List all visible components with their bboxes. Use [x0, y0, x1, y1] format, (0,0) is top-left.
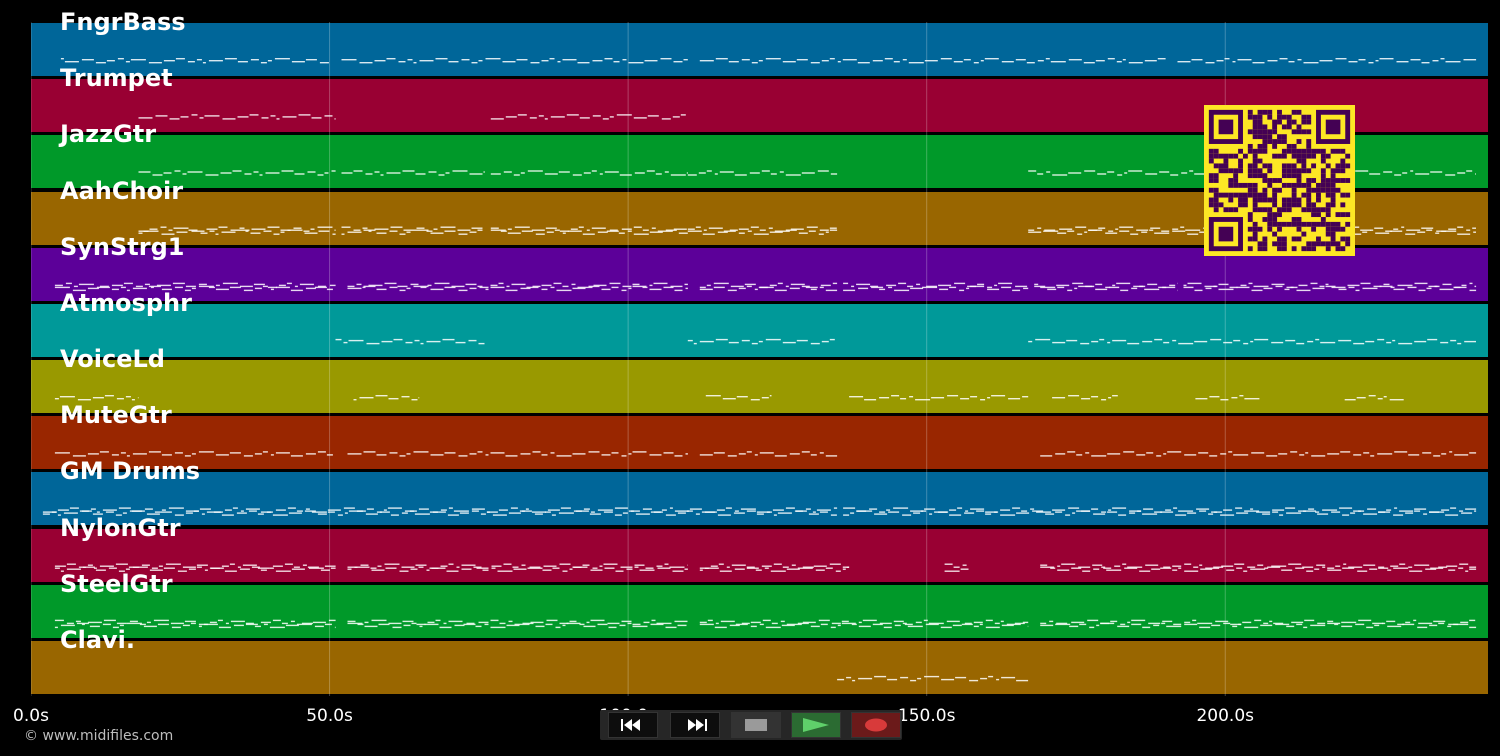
track-label: MuteGtr: [60, 401, 172, 430]
note-segment: [54, 395, 139, 401]
play-icon: [803, 718, 829, 732]
fast-forward-button[interactable]: [670, 712, 720, 738]
track-label: SynStrg1: [60, 232, 185, 261]
note-segment: [699, 619, 1029, 629]
note-segment: [341, 226, 483, 235]
note-segment: [54, 282, 336, 292]
note-segment: [705, 395, 772, 401]
note-segment: [490, 170, 688, 176]
note-segment: [944, 563, 969, 572]
track-label: SteelGtr: [60, 569, 173, 598]
note-segment: [687, 226, 838, 235]
note-segment: [335, 338, 485, 345]
track-label: Atmosphr: [60, 288, 192, 317]
note-segment: [1028, 338, 1476, 345]
note-segment: [699, 58, 1166, 64]
track-clavi-[interactable]: Clavi.: [31, 626, 1488, 695]
note-segment: [699, 563, 850, 572]
track-atmosphr[interactable]: Atmosphr: [31, 289, 1488, 358]
note-segment: [1040, 619, 1477, 629]
rewind-icon: [621, 719, 640, 731]
note-segment: [849, 395, 1029, 401]
track-label: NylonGtr: [60, 513, 181, 542]
track-label: JazzGtr: [60, 120, 157, 149]
note-segment: [347, 451, 688, 457]
note-segment: [54, 619, 336, 629]
track-steelgtr[interactable]: SteelGtr: [31, 570, 1488, 639]
note-segment: [1040, 563, 1477, 572]
record-button[interactable]: [851, 712, 901, 738]
track-label: Trumpet: [60, 64, 173, 93]
note-segment: [1052, 395, 1118, 401]
note-segment: [699, 451, 838, 457]
track-nylongtr[interactable]: NylonGtr: [31, 514, 1488, 583]
note-segment: [843, 282, 1029, 292]
record-icon: [865, 718, 887, 732]
fast-forward-icon: [688, 719, 707, 731]
tick-label: 200.0s: [1196, 706, 1255, 726]
note-segment: [60, 58, 329, 64]
note-segment: [54, 563, 336, 572]
note-segment: [341, 170, 485, 176]
track-voiceld[interactable]: VoiceLd: [31, 345, 1488, 415]
note-segment: [138, 170, 336, 176]
track-mutegtr[interactable]: MuteGtr: [31, 401, 1488, 471]
tick-label: 0.0s: [13, 706, 49, 726]
note-segment: [687, 170, 838, 176]
note-segment: [353, 395, 420, 401]
note-segment: [1195, 395, 1260, 401]
note-segment: [347, 282, 688, 292]
copyright-text: © www.midifiles.com: [24, 728, 174, 744]
note-segment: [341, 58, 688, 64]
transport-bar: [600, 710, 902, 740]
note-segment: [490, 114, 686, 120]
track-label: Clavi.: [60, 625, 136, 654]
note-segment: [1344, 395, 1404, 401]
note-segment: [843, 507, 1477, 516]
note-segment: [837, 675, 1029, 682]
track-label: AahChoir: [60, 176, 184, 205]
track-label: GM Drums: [60, 457, 201, 486]
note-segment: [1183, 282, 1477, 292]
note-segment: [1040, 451, 1477, 457]
note-segment: [490, 226, 688, 235]
tick-label: 50.0s: [306, 706, 353, 726]
note-segment: [138, 226, 336, 235]
note-segment: [687, 338, 835, 345]
rewind-button[interactable]: [608, 712, 658, 738]
note-segment: [347, 563, 688, 572]
note-segment: [138, 114, 336, 120]
note-segment: [1034, 282, 1178, 292]
stop-icon: [745, 719, 767, 731]
track-label: VoiceLd: [60, 345, 165, 374]
track-gm-drums[interactable]: GM Drums: [31, 457, 1488, 527]
qr-code[interactable]: [1204, 105, 1355, 256]
note-segment: [42, 507, 838, 516]
play-button[interactable]: [791, 712, 841, 738]
track-fngrbass[interactable]: FngrBass: [31, 8, 1488, 77]
note-segment: [1177, 58, 1477, 64]
note-segment: [699, 282, 838, 292]
note-segment: [347, 619, 688, 629]
track-label: FngrBass: [60, 8, 186, 36]
stop-button[interactable]: [731, 712, 781, 738]
note-segment: [54, 451, 333, 457]
tick-label: 150.0s: [897, 706, 956, 726]
